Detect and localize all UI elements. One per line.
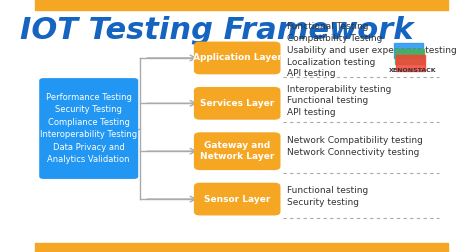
Text: Functional Testing
Compatibility Testing
Usability and user experience testing
L: Functional Testing Compatibility Testing… [287, 22, 456, 79]
Text: Functional testing
Security testing: Functional testing Security testing [287, 186, 368, 207]
Text: Network Compatibility testing
Network Connectivity testing: Network Compatibility testing Network Co… [287, 136, 422, 156]
Text: XENONSTACK: XENONSTACK [389, 68, 436, 73]
Text: Sensor Layer: Sensor Layer [204, 195, 270, 204]
Bar [394, 43, 423, 58]
Bar [35, 243, 447, 252]
Text: Interoperability testing
Functional testing
API testing: Interoperability testing Functional test… [287, 84, 391, 117]
FancyBboxPatch shape [194, 87, 281, 120]
FancyBboxPatch shape [194, 183, 281, 215]
Text: Gateway and
Network Layer: Gateway and Network Layer [200, 142, 274, 161]
FancyBboxPatch shape [194, 42, 281, 74]
Text: Performance Testing
Security Testing
Compliance Testing
Interoperability Testing: Performance Testing Security Testing Com… [40, 93, 137, 164]
Bar [395, 49, 424, 64]
FancyBboxPatch shape [194, 132, 281, 170]
Text: Application Layer: Application Layer [193, 53, 282, 62]
FancyBboxPatch shape [39, 78, 138, 179]
Bar [396, 55, 425, 71]
Text: Services Layer: Services Layer [200, 99, 274, 108]
Text: IOT Testing Framework: IOT Testing Framework [20, 16, 413, 45]
Bar [35, 0, 447, 10]
